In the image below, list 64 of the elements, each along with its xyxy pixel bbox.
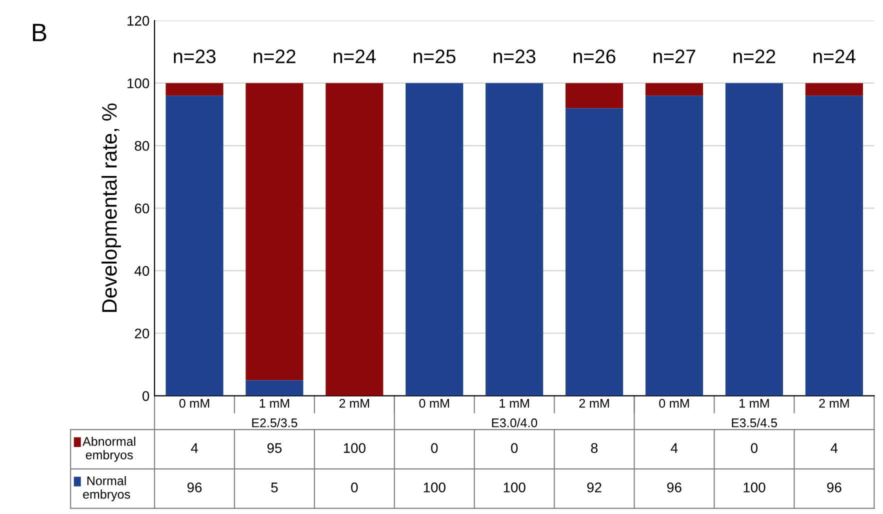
bar bbox=[406, 83, 464, 396]
y-tick-label: 20 bbox=[134, 328, 150, 338]
bar bbox=[486, 83, 544, 396]
bar bbox=[805, 96, 863, 396]
annotation: n=26 bbox=[574, 50, 616, 64]
data-label: 4 bbox=[190, 443, 198, 453]
bar bbox=[246, 83, 304, 380]
bar bbox=[725, 83, 784, 396]
legend-label: Normal embryos bbox=[83, 476, 130, 502]
bar bbox=[805, 83, 863, 96]
bar bbox=[645, 96, 704, 396]
y-tick-label: 60 bbox=[134, 204, 150, 214]
y-tick-label: 100 bbox=[128, 78, 150, 88]
annotation: n=24 bbox=[334, 50, 376, 64]
x-tick-label: 0 mM bbox=[659, 398, 689, 408]
data-label: 0 bbox=[750, 443, 758, 453]
data-label: 100 bbox=[504, 482, 526, 492]
data-label: 4 bbox=[670, 443, 678, 453]
text: E3.5/4.5 bbox=[732, 418, 777, 428]
bar bbox=[566, 108, 624, 396]
data-label: 5 bbox=[271, 482, 278, 492]
annotation: n=25 bbox=[414, 50, 456, 64]
data-label: 0 bbox=[511, 443, 518, 453]
data-label: 95 bbox=[267, 443, 282, 453]
x-tick-label: 2 mM bbox=[579, 398, 609, 408]
legend-label: Abnormal embryos bbox=[82, 436, 136, 462]
annotation: n=23 bbox=[174, 50, 216, 64]
text: B bbox=[32, 24, 46, 42]
data-label: 92 bbox=[587, 482, 602, 492]
x-tick-label: 2 mM bbox=[339, 398, 370, 408]
x-tick-label: 0 mM bbox=[419, 398, 449, 408]
y-tick-label: 80 bbox=[134, 140, 150, 151]
y-tick-label: 0 bbox=[142, 391, 150, 401]
y-axis-title: Developmental rate, % bbox=[102, 104, 121, 312]
x-tick-label: 1 mM bbox=[500, 399, 529, 408]
bar bbox=[166, 96, 224, 396]
bar bbox=[645, 83, 704, 96]
x-tick-label: 1 mM bbox=[740, 399, 769, 408]
text: E3.0/4.0 bbox=[492, 418, 538, 428]
text: E2.5/3.5 bbox=[252, 418, 298, 428]
data-label: 100 bbox=[344, 443, 366, 453]
annotation: n=23 bbox=[494, 50, 536, 64]
x-tick-label: 0 mM bbox=[179, 398, 210, 408]
y-tick-label: 120 bbox=[128, 16, 150, 26]
data-label: 8 bbox=[591, 443, 598, 453]
bar bbox=[566, 83, 624, 108]
bar bbox=[166, 83, 224, 96]
bar bbox=[326, 83, 384, 396]
y-tick-label: 40 bbox=[134, 266, 150, 276]
annotation: n=22 bbox=[734, 50, 776, 64]
data-label: 100 bbox=[744, 482, 766, 492]
annotation: n=22 bbox=[254, 50, 296, 64]
x-tick-label: 2 mM bbox=[819, 398, 849, 408]
data-label: 96 bbox=[187, 482, 202, 492]
data-label: 0 bbox=[351, 482, 358, 492]
data-label: 96 bbox=[827, 482, 842, 492]
data-label: 96 bbox=[667, 482, 682, 492]
bar bbox=[246, 380, 304, 396]
annotation: n=27 bbox=[654, 50, 696, 64]
data-label: 100 bbox=[424, 482, 446, 492]
data-label: 4 bbox=[830, 443, 838, 453]
data-label: 0 bbox=[431, 443, 438, 453]
annotation: n=24 bbox=[814, 50, 856, 64]
x-tick-label: 1 mM bbox=[260, 399, 290, 408]
